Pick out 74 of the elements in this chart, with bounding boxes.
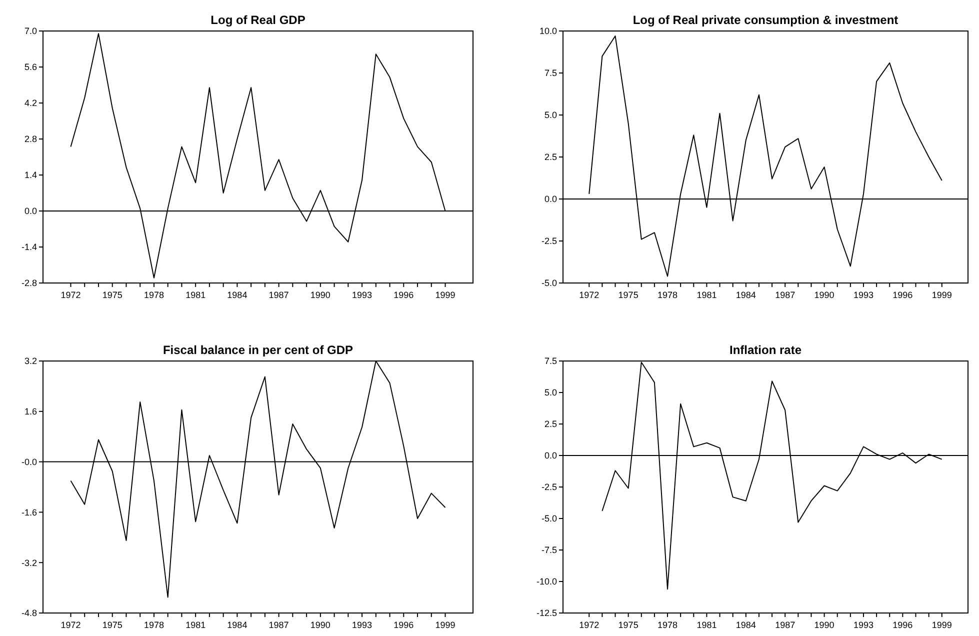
x-tick-label: 1972	[579, 290, 600, 300]
x-tick-label: 1975	[618, 290, 638, 300]
x-tick-label: 1981	[696, 290, 717, 300]
y-tick-label: 10.0	[539, 26, 557, 36]
chart-title: Fiscal balance in per cent of GDP	[162, 343, 354, 357]
x-tick-label: 1984	[227, 620, 248, 630]
chart-title: Log of Real GDP	[210, 13, 306, 27]
x-tick-label: 1990	[310, 290, 330, 300]
y-tick-label: 0.0	[24, 206, 37, 216]
x-tick-label: 1996	[892, 290, 913, 300]
x-tick-label: 1987	[268, 290, 289, 300]
x-tick-label: 1978	[144, 290, 164, 300]
y-tick-label: -10.0	[536, 576, 557, 587]
x-tick-label: 1975	[102, 620, 122, 630]
y-tick-label: -5.0	[541, 278, 557, 288]
y-tick-label: 5.6	[24, 62, 37, 72]
y-tick-label: 0.0	[544, 194, 557, 204]
y-tick-label: -7.5	[541, 545, 557, 556]
y-tick-label: -12.5	[536, 608, 557, 618]
x-tick-label: 1981	[186, 290, 206, 300]
x-tick-label: 1978	[658, 290, 678, 300]
x-tick-label: 1984	[227, 290, 248, 300]
x-tick-label: 1975	[102, 290, 122, 300]
x-tick-label: 1972	[60, 290, 81, 300]
y-tick-label: -3.2	[21, 558, 37, 568]
x-tick-label: 1993	[352, 290, 372, 300]
y-tick-label: -0.0	[21, 456, 37, 467]
y-tick-label: 1.6	[24, 406, 37, 417]
x-tick-label: 1996	[892, 620, 913, 630]
x-tick-label: 1993	[853, 620, 874, 630]
y-tick-label: 0.0	[544, 450, 557, 461]
x-tick-label: 1987	[268, 620, 289, 630]
x-tick-label: 1975	[618, 620, 638, 630]
y-tick-label: 7.5	[544, 356, 557, 366]
x-tick-label: 1984	[736, 290, 756, 300]
y-tick-label: -1.4	[21, 242, 37, 252]
y-tick-label: -2.5	[541, 236, 557, 246]
y-tick-label: 2.5	[544, 152, 557, 162]
y-tick-label: 5.0	[544, 110, 557, 120]
x-tick-label: 1996	[394, 290, 414, 300]
y-tick-label: -2.8	[21, 278, 37, 288]
chart-title: Log of Real private consumption & investment	[632, 13, 898, 27]
x-tick-label: 1981	[186, 620, 206, 630]
x-tick-label: 1999	[435, 290, 456, 300]
y-tick-label: -5.0	[541, 514, 557, 524]
y-tick-label: 5.0	[544, 388, 557, 398]
x-tick-label: 1999	[932, 620, 952, 630]
y-tick-label: -4.8	[21, 608, 37, 618]
x-tick-label: 1993	[352, 620, 372, 630]
y-tick-label: 7.5	[544, 68, 557, 78]
x-tick-label: 1999	[435, 620, 456, 630]
chart-title: Inflation rate	[729, 343, 802, 357]
x-tick-label: 1990	[814, 620, 834, 630]
x-tick-label: 1972	[579, 620, 600, 630]
x-tick-label: 1984	[736, 620, 756, 630]
x-tick-label: 1978	[658, 620, 678, 630]
y-tick-label: -1.6	[21, 507, 37, 518]
x-tick-label: 1990	[310, 620, 330, 630]
y-tick-label: 2.5	[544, 419, 557, 430]
y-tick-label: 4.2	[24, 98, 37, 108]
x-tick-label: 1993	[853, 290, 874, 300]
y-tick-label: -2.5	[541, 482, 557, 492]
y-tick-label: 1.4	[24, 170, 37, 180]
x-tick-label: 1972	[60, 620, 81, 630]
x-tick-label: 1978	[144, 620, 164, 630]
x-tick-label: 1990	[814, 290, 834, 300]
x-tick-label: 1987	[775, 290, 796, 300]
x-tick-label: 1999	[932, 290, 952, 300]
y-tick-label: 7.0	[24, 26, 37, 36]
x-tick-label: 1981	[696, 620, 717, 630]
y-tick-label: 3.2	[24, 356, 37, 366]
x-tick-label: 1996	[394, 620, 414, 630]
y-tick-label: 2.8	[24, 134, 37, 144]
x-tick-label: 1987	[775, 620, 796, 630]
